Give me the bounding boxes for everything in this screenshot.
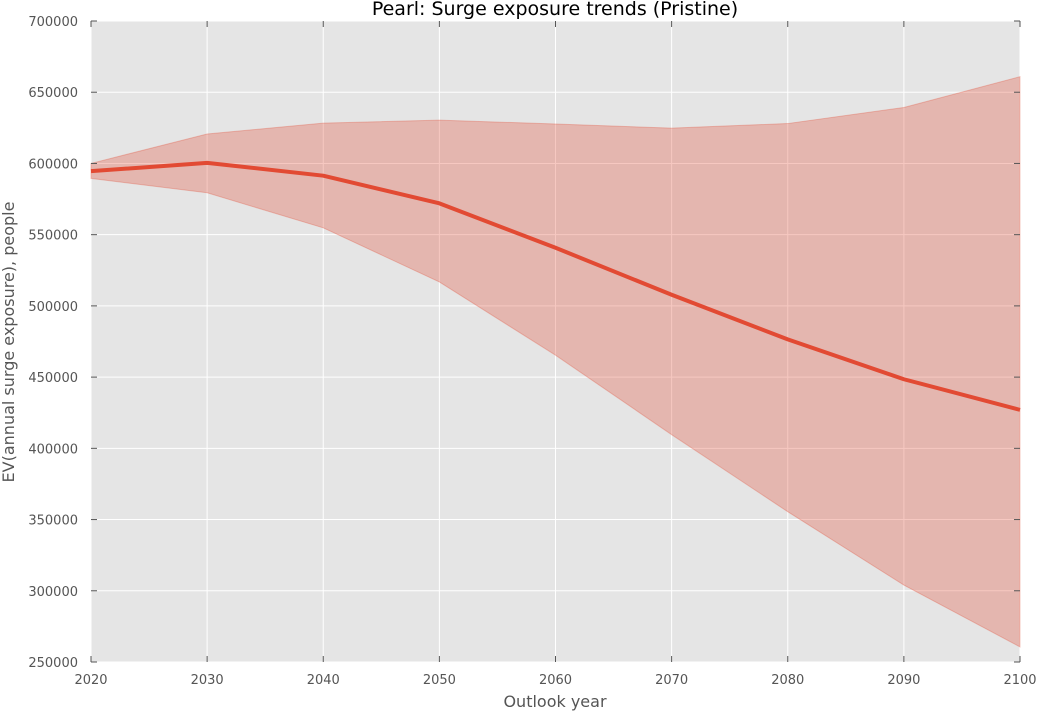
y-tick-label: 500000 [28,300,78,315]
x-tick-label: 2030 [191,673,224,688]
y-tick-label: 250000 [28,656,78,671]
band-layer [90,76,1021,648]
uncertainty-band [90,76,1021,648]
x-tick-label: 2100 [1003,673,1036,688]
y-tick-label: 600000 [28,157,78,172]
x-tick-label: 2070 [655,673,688,688]
y-tick-label: 400000 [28,442,78,457]
line-layer [90,160,1021,412]
ticks: 2020 2030 2040 2050 2060 2070 2080 2090 2100 2500… [28,15,1036,688]
x-tick-label: 2060 [539,673,572,688]
y-tick-label: 650000 [28,86,78,101]
chart-title: Pearl: Surge exposure trends (Pristine) [372,0,738,20]
y-tick-label: 300000 [28,585,78,600]
y-axis-label: EV(annual surge exposure), people [0,202,18,483]
x-tick-label: 2090 [887,673,920,688]
x-tick-label: 2050 [423,673,456,688]
y-tick-label: 350000 [28,514,78,529]
y-tick-label: 550000 [28,229,78,244]
y-tick-label: 700000 [28,15,78,30]
x-tick-label: 2080 [771,673,804,688]
x-tick-label: 2040 [307,673,340,688]
x-tick-label: 2020 [74,673,107,688]
x-axis-label: Outlook year [503,692,607,711]
y-tick-label: 450000 [28,371,78,386]
